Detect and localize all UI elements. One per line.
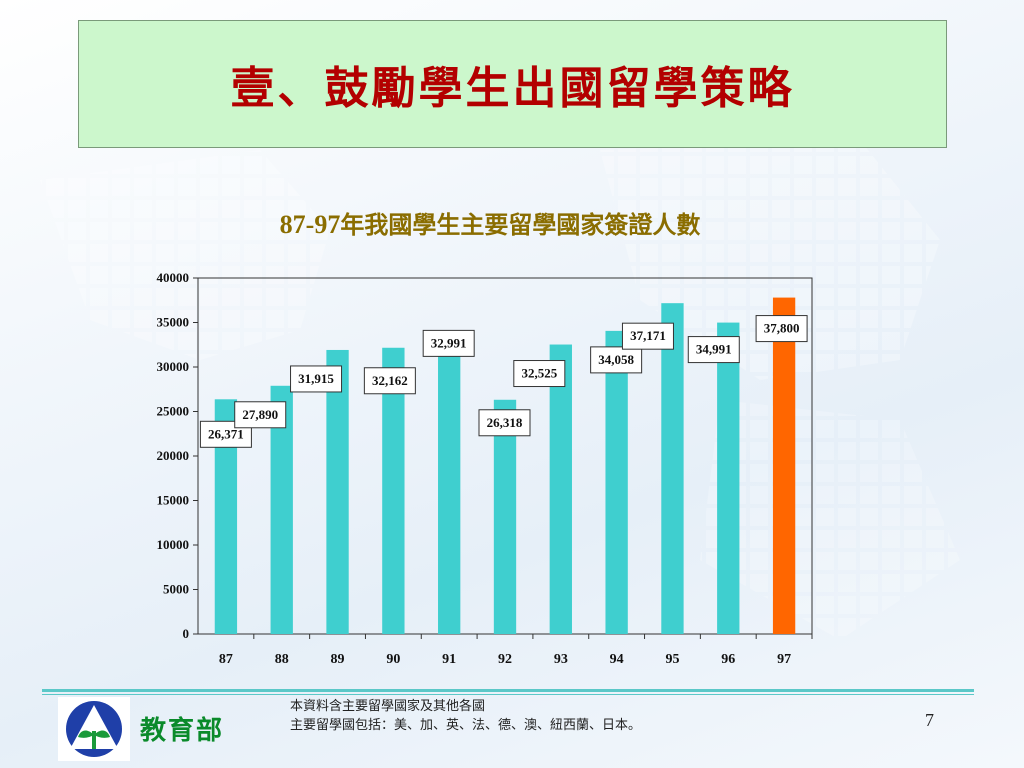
data-label: 37,171 (630, 328, 666, 343)
data-label: 26,318 (487, 415, 523, 430)
chart-title-years: 87-97 (279, 210, 341, 239)
footer-divider-thin (42, 694, 974, 695)
x-tick-label: 94 (610, 652, 624, 667)
data-label-box (513, 360, 566, 388)
data-label-box (234, 401, 287, 429)
data-label-box (755, 315, 808, 343)
footnote-line-2: 主要留學國包括：美、加、英、法、德、澳、紐西蘭、日本。 (290, 718, 642, 733)
bar (270, 385, 293, 634)
data-label: 32,525 (521, 366, 557, 381)
y-tick-label: 35000 (157, 315, 190, 330)
x-tick-label: 97 (777, 652, 791, 667)
data-label-box (621, 322, 674, 350)
data-label-box (290, 365, 343, 393)
y-tick-label: 25000 (157, 404, 190, 419)
data-label-box (478, 409, 531, 437)
y-tick-label: 20000 (157, 448, 190, 463)
title-banner: 壹、鼓勵學生出國留學策略 (78, 20, 947, 148)
data-label-box (422, 329, 475, 357)
x-tick-label: 90 (386, 652, 400, 667)
data-label: 32,991 (431, 335, 467, 350)
data-label: 31,915 (298, 371, 334, 386)
data-label-box (687, 336, 740, 364)
bar (326, 349, 349, 634)
x-tick-label: 87 (219, 652, 233, 667)
y-tick-label: 5000 (163, 582, 189, 597)
x-tick-label: 88 (275, 652, 289, 667)
footer-divider (42, 689, 974, 692)
bar (717, 322, 740, 634)
ministry-logo (58, 697, 130, 761)
footnote-line-1: 本資料含主要留學國家及其他各國 (290, 699, 486, 714)
bar (772, 297, 796, 634)
y-tick-label: 30000 (157, 359, 190, 374)
chart-title: 87-97年我國學生主要留學國家簽證人數 (0, 205, 980, 240)
data-label: 32,162 (372, 373, 408, 388)
data-label: 37,800 (764, 321, 800, 336)
x-tick-label: 91 (442, 652, 456, 667)
slide-title: 壹、鼓勵學生出國留學策略 (230, 63, 795, 114)
x-tick-label: 93 (554, 652, 568, 667)
bar (438, 340, 461, 634)
y-tick-label: 15000 (157, 493, 190, 508)
bar (661, 303, 684, 634)
data-label-box (590, 346, 643, 374)
x-tick-label: 95 (665, 652, 679, 667)
y-tick-label: 0 (183, 626, 190, 641)
chart-title-text: 年我國學生主要留學國家簽證人數 (340, 210, 701, 239)
data-label: 27,890 (242, 407, 278, 422)
x-tick-label: 89 (331, 652, 345, 667)
data-label: 34,058 (598, 352, 634, 367)
data-label: 34,991 (696, 342, 732, 357)
bar (382, 347, 405, 634)
x-tick-label: 96 (721, 652, 735, 667)
bar (605, 330, 628, 634)
data-label-box (363, 367, 416, 395)
x-tick-label: 92 (498, 652, 512, 667)
y-tick-label: 40000 (157, 270, 190, 285)
bar (549, 344, 572, 634)
bar (493, 399, 517, 634)
data-label: 26,371 (208, 426, 244, 441)
page-number: 7 (925, 710, 934, 730)
org-name: 教育部 (140, 716, 225, 746)
bar-chart: 0 5000 10000 15000 20000 25000 30000 35000 40000… (157, 270, 813, 667)
bar (214, 399, 238, 634)
footnote: 本資料含主要留學國家及其他各國 主要留學國包括：美、加、英、法、德、澳、紐西蘭、… (290, 697, 641, 735)
y-tick-label: 10000 (157, 537, 190, 552)
